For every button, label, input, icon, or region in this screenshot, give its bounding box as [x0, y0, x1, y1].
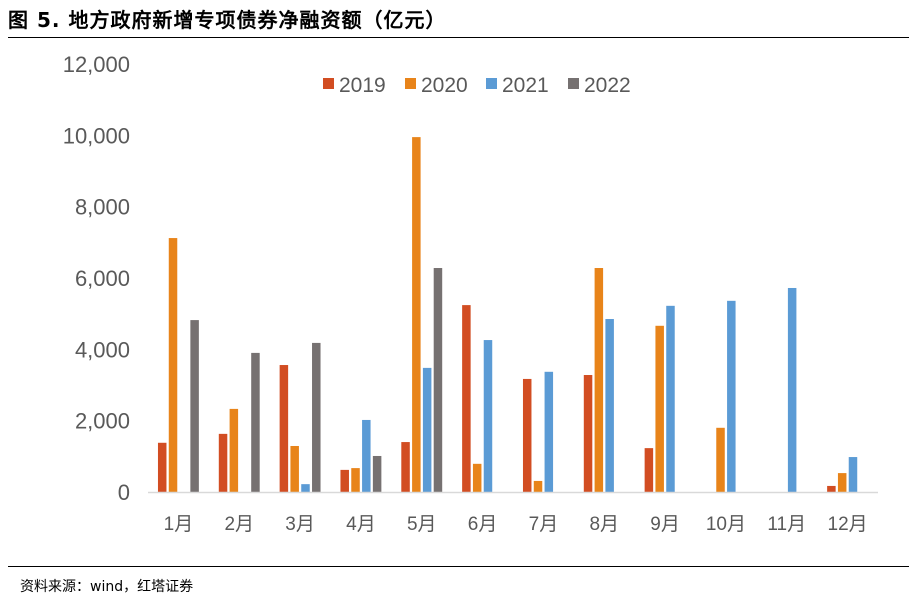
bar-2019-2 [218, 433, 228, 492]
bar-2019-9 [644, 448, 654, 492]
x-tick-label: 11月 [767, 514, 806, 535]
y-tick-label: 12,000 [63, 52, 130, 77]
bar-2021-6 [483, 340, 493, 492]
bar-2020-6 [472, 463, 482, 492]
bar-2019-12 [827, 485, 836, 492]
chart-title: 图 5. 地方政府新增专项债券净融资额（亿元） [8, 8, 447, 32]
bar-2020-7 [533, 480, 543, 492]
x-tick-label: 12月 [828, 514, 868, 535]
bar-2019-3 [279, 365, 289, 492]
legend-swatch-2021 [486, 78, 497, 89]
bar-2020-1 [168, 238, 178, 492]
bar-2022-2 [251, 352, 260, 492]
legend-swatch-2022 [568, 78, 579, 89]
bar-2019-6 [462, 305, 471, 492]
bar-2020-5 [412, 137, 421, 492]
y-tick-label: 0 [118, 480, 130, 505]
x-tick-label: 9月 [650, 514, 680, 535]
x-tick-label: 5月 [407, 514, 437, 535]
bar-2019-4 [340, 469, 349, 492]
bar-2022-3 [312, 342, 321, 492]
bar-2020-8 [594, 268, 604, 492]
bar-2021-10 [727, 300, 736, 492]
bar-2021-8 [605, 319, 614, 492]
bar-2022-5 [433, 268, 443, 492]
x-tick-label: 8月 [589, 514, 619, 535]
bar-2021-12 [848, 457, 858, 492]
bar-2020-4 [351, 468, 360, 492]
source-divider [8, 566, 909, 567]
y-tick-label: 10,000 [63, 123, 130, 148]
x-tick-label: 2月 [224, 514, 254, 535]
bar-2021-3 [301, 484, 310, 492]
x-tick-label: 7月 [529, 514, 559, 535]
title-divider [8, 37, 909, 38]
bar-2022-1 [190, 320, 199, 492]
x-tick-label: 6月 [468, 514, 498, 535]
legend-label-2021: 2021 [502, 74, 549, 97]
source-note: 资料来源：wind，红塔证券 [20, 579, 194, 595]
bar-2021-7 [544, 371, 554, 492]
x-tick-label: 4月 [346, 514, 376, 535]
legend-label-2022: 2022 [584, 74, 631, 97]
bar-2021-9 [666, 305, 675, 492]
bar-2020-2 [229, 408, 239, 492]
x-tick-label: 10月 [706, 514, 746, 535]
bar-2021-5 [422, 367, 432, 492]
bar-2022-4 [372, 455, 382, 492]
y-tick-label: 2,000 [75, 409, 130, 434]
x-tick-label: 1月 [164, 514, 194, 535]
legend-label-2020: 2020 [421, 74, 468, 97]
bar-2020-12 [837, 473, 847, 492]
x-tick-label: 3月 [285, 514, 315, 535]
bar-2019-8 [583, 375, 593, 492]
y-tick-label: 4,000 [75, 337, 130, 362]
bar-2020-10 [716, 427, 725, 492]
bar-2021-4 [362, 419, 371, 492]
bar-2019-1 [157, 442, 167, 492]
legend-swatch-2020 [405, 78, 416, 89]
bar-2019-5 [401, 442, 410, 492]
bar-2021-11 [787, 287, 797, 492]
bar-2020-9 [655, 325, 664, 492]
bar-2019-7 [522, 378, 532, 492]
y-tick-label: 6,000 [75, 266, 130, 291]
y-tick-label: 8,000 [75, 195, 130, 220]
bar-2020-3 [290, 445, 299, 492]
legend-label-2019: 2019 [339, 74, 386, 97]
bar-chart: 0 2,000 4,000 6,000 8,000 10,000 12,000 1月 2月 3月 4… [63, 52, 878, 535]
legend-swatch-2019 [323, 78, 334, 89]
